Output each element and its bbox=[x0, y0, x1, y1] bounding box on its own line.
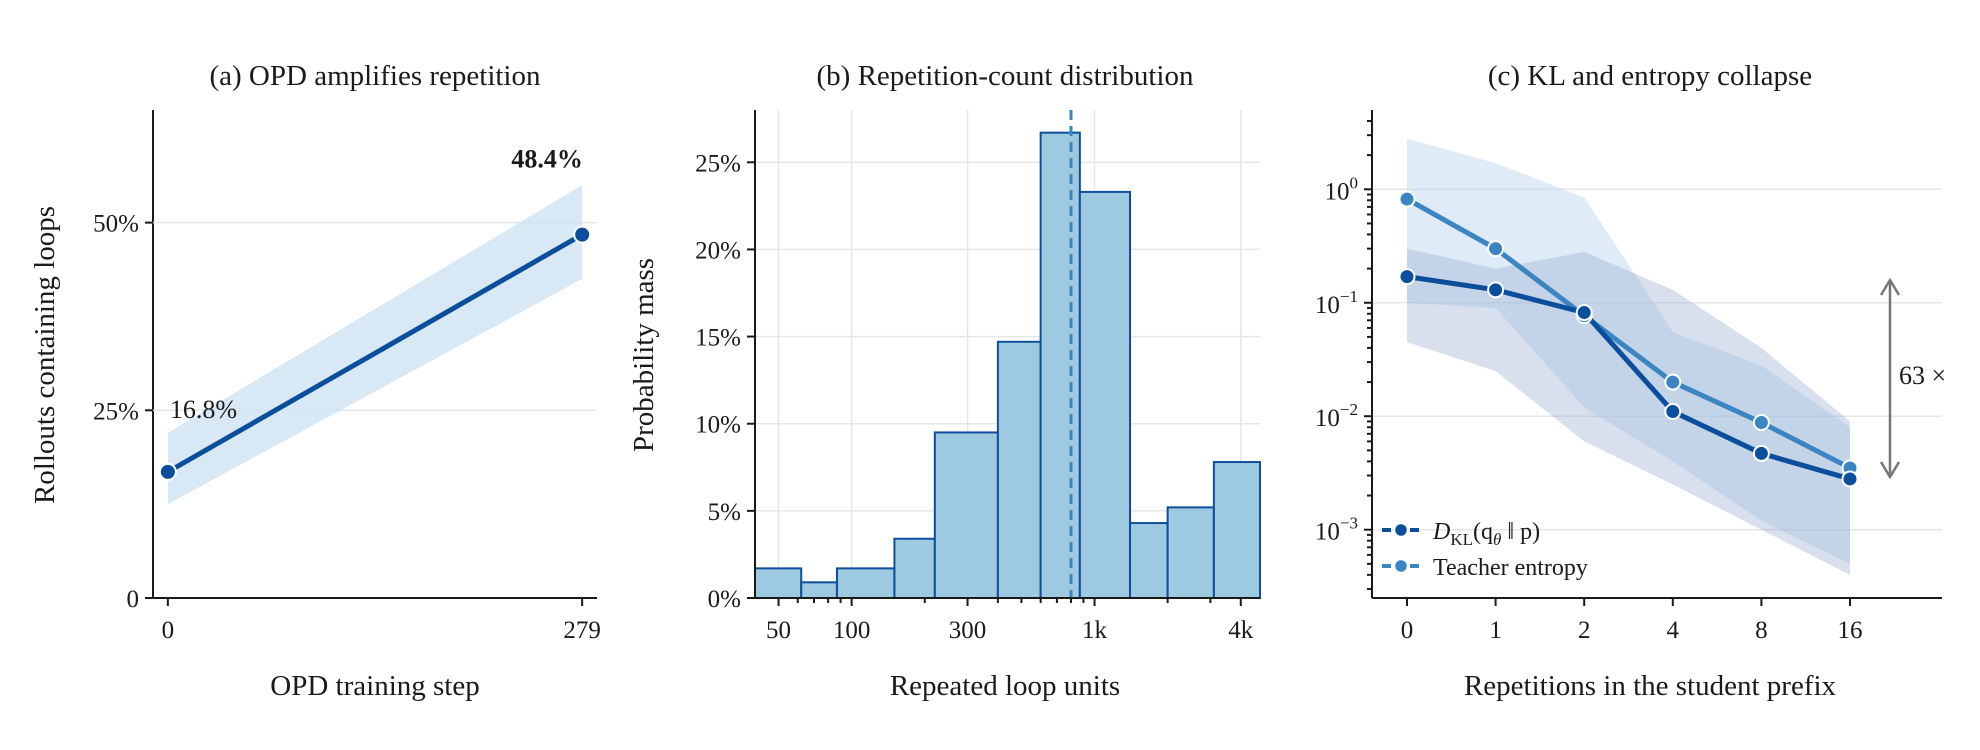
x-tick-label: 16 bbox=[1838, 617, 1863, 644]
data-point bbox=[1575, 304, 1593, 322]
y-tick-label: 15% bbox=[695, 325, 741, 352]
y-tick-label: 0% bbox=[708, 586, 741, 613]
histogram-bar bbox=[1129, 522, 1169, 599]
panel-b: (b) Repetition-count distribution Repeat… bbox=[628, 60, 1261, 702]
x-tick-label: 0 bbox=[1401, 617, 1414, 644]
legend: DKL(qθ ‖ p) Teacher entropy bbox=[1382, 519, 1588, 581]
panel-c-title: (c) KL and entropy collapse bbox=[1488, 60, 1812, 92]
ratio-annotation: 63 × bbox=[1899, 361, 1946, 390]
histogram-bar bbox=[835, 567, 896, 599]
end-value-annotation: 48.4% bbox=[511, 145, 583, 174]
histogram-bar bbox=[800, 581, 838, 599]
ratio-arrow: 63 × bbox=[1879, 277, 1946, 480]
y-tick-label: 20% bbox=[695, 237, 741, 264]
y-tick-label: 50% bbox=[93, 211, 139, 238]
panel-b-title: (b) Repetition-count distribution bbox=[817, 60, 1194, 92]
data-point bbox=[1398, 268, 1416, 286]
x-tick-label: 1 bbox=[1489, 617, 1502, 644]
y-tick-label: 0 bbox=[127, 586, 140, 613]
x-tick-label: 50 bbox=[766, 617, 791, 644]
x-tick-label: 0 bbox=[162, 617, 175, 644]
series-line bbox=[166, 232, 584, 475]
histogram-bar bbox=[996, 340, 1042, 599]
panel-a-xlabel: OPD training step bbox=[270, 670, 479, 702]
x-tick-label: 279 bbox=[563, 617, 601, 644]
legend-label-kl: DKL(qθ ‖ p) bbox=[1432, 519, 1540, 549]
panel-c: (c) KL and entropy collapse Repetitions … bbox=[1315, 60, 1946, 702]
data-point bbox=[1752, 414, 1770, 432]
x-tick-label: 4 bbox=[1667, 617, 1680, 644]
x-tick-label: 300 bbox=[949, 617, 987, 644]
legend-item-kl: DKL(qθ ‖ p) bbox=[1382, 519, 1540, 549]
data-point bbox=[1841, 470, 1859, 488]
x-tick-label: 100 bbox=[833, 617, 871, 644]
data-point bbox=[1664, 403, 1682, 421]
x-tick-label: 1k bbox=[1082, 617, 1108, 644]
series-line bbox=[1406, 274, 1851, 482]
confidence-band bbox=[1407, 248, 1850, 575]
y-tick-label: 10−1 bbox=[1315, 287, 1358, 319]
panel-b-xlabel: Repeated loop units bbox=[890, 670, 1120, 702]
data-point bbox=[573, 225, 592, 244]
y-tick-label: 25% bbox=[695, 150, 741, 177]
confidence-band bbox=[167, 185, 583, 505]
histogram-bar bbox=[1039, 131, 1081, 600]
panel-a-ylabel: Rollouts containing loops bbox=[29, 206, 61, 504]
panel-a-title: (a) OPD amplifies repetition bbox=[210, 60, 541, 92]
y-tick-label: 25% bbox=[93, 398, 139, 425]
x-tick-label: 4k bbox=[1228, 617, 1254, 644]
histogram-bar bbox=[1166, 506, 1215, 599]
histogram-bar bbox=[754, 567, 803, 599]
histogram-bar bbox=[1078, 190, 1132, 600]
data-point bbox=[1487, 240, 1505, 258]
histogram-bar bbox=[893, 537, 936, 599]
arrow-head-down-icon bbox=[1879, 461, 1901, 480]
y-tick-label: 100 bbox=[1325, 173, 1359, 205]
data-point bbox=[158, 462, 177, 481]
series-line bbox=[1405, 196, 1852, 471]
y-tick-label: 10−2 bbox=[1315, 400, 1358, 432]
histogram-bar bbox=[933, 431, 999, 599]
panel-a: (a) OPD amplifies repetition OPD trainin… bbox=[29, 60, 601, 702]
data-point bbox=[1664, 373, 1682, 391]
panel-b-ylabel: Probability mass bbox=[628, 258, 660, 452]
data-point bbox=[1752, 444, 1770, 462]
panel-c-xlabel: Repetitions in the student prefix bbox=[1464, 670, 1837, 702]
histogram-bar bbox=[1212, 461, 1261, 599]
y-tick-label: 10% bbox=[695, 412, 741, 439]
y-tick-label: 10−3 bbox=[1315, 514, 1358, 546]
legend-item-entropy: Teacher entropy bbox=[1382, 555, 1588, 581]
legend-label-entropy: Teacher entropy bbox=[1433, 555, 1588, 581]
data-point bbox=[1398, 190, 1416, 208]
y-tick-label: 5% bbox=[708, 499, 741, 526]
x-tick-label: 2 bbox=[1578, 617, 1591, 644]
arrow-head-up-icon bbox=[1879, 277, 1901, 296]
start-value-annotation: 16.8% bbox=[170, 395, 237, 424]
data-point bbox=[1487, 281, 1505, 299]
x-tick-label: 8 bbox=[1755, 617, 1768, 644]
